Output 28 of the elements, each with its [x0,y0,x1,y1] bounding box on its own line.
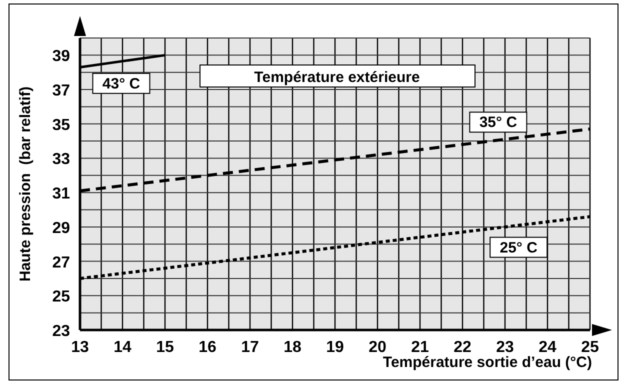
x-tick-label: 23 [496,339,514,356]
y-tick-label: 31 [52,186,70,203]
legend-title: Température extérieure [254,69,420,86]
series-label: 43° C [102,75,140,92]
x-tick-label: 15 [156,339,174,356]
series-label: 35° C [479,114,518,132]
x-tick-label: 19 [326,339,344,356]
y-tick-label: 25 [52,288,70,306]
x-tick-label: 22 [454,339,472,356]
y-tick-label: 27 [52,254,70,272]
x-tick-label: 18 [284,339,302,356]
x-tick-label: 17 [241,339,259,356]
x-tick-label: 14 [114,339,132,356]
y-tick-label: 37 [52,82,70,100]
x-tick-label: 20 [368,339,386,356]
y-tick-label: 35 [52,116,70,134]
x-tick-label: 16 [198,339,216,356]
y-tick-label: 29 [52,220,70,237]
x-axis-title: Température sortie d’eau (°C) [382,354,592,371]
y-tick-label: 39 [52,48,70,66]
y-tick-label: 33 [52,151,70,168]
x-tick-label: 13 [71,339,89,356]
y-tick-label: 23 [52,323,70,340]
y-axis-title: Haute pression (bar relatif) [17,86,34,282]
x-tick-label: 25 [581,339,599,356]
series-label: 25° C [500,239,538,256]
x-tick-label: 24 [538,339,556,356]
x-tick-label: 21 [411,339,429,356]
